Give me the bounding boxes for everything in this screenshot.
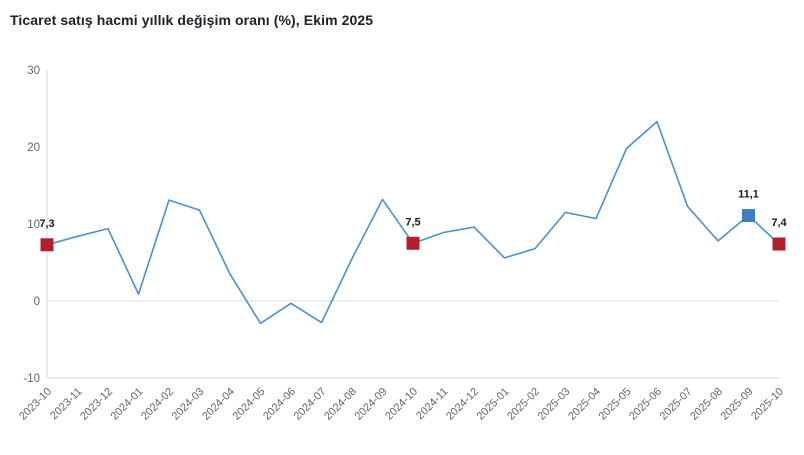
red-square-marker bbox=[772, 237, 786, 251]
x-axis-tick-label: 2025-05 bbox=[597, 386, 634, 423]
x-axis-tick-label: 2024-06 bbox=[261, 386, 298, 423]
blue-square-marker bbox=[742, 209, 755, 223]
x-axis-tick-label: 2025-03 bbox=[536, 386, 573, 423]
y-axis-tick-label: 0 bbox=[34, 296, 40, 308]
x-axis-tick-label: 2025-10 bbox=[749, 386, 786, 423]
data-point-label: 7,5 bbox=[405, 216, 420, 228]
x-axis-tick-label: 2025-01 bbox=[475, 386, 512, 423]
y-axis-tick-label: 30 bbox=[27, 65, 40, 77]
x-axis-tick-label: 2024-09 bbox=[353, 386, 390, 423]
x-axis-tick-label: 2024-01 bbox=[109, 386, 146, 423]
x-axis-tick-label: 2025-09 bbox=[719, 386, 756, 423]
red-square-marker bbox=[40, 238, 54, 252]
x-axis-tick-label: 2024-08 bbox=[322, 386, 359, 423]
data-point-label: 7,3 bbox=[39, 218, 54, 230]
x-axis-tick-label: 2024-10 bbox=[383, 386, 420, 423]
x-axis-tick-label: 2025-08 bbox=[688, 386, 725, 423]
x-axis-tick-label: 2024-12 bbox=[444, 386, 481, 423]
x-axis-tick-label: 2024-04 bbox=[200, 386, 237, 423]
x-axis-tick-label: 2024-02 bbox=[139, 386, 176, 423]
x-axis-tick-label: 2025-04 bbox=[566, 386, 603, 423]
x-axis-tick-label: 2025-06 bbox=[627, 386, 664, 423]
x-axis-tick-label: 2023-10 bbox=[17, 386, 54, 423]
chart-title: Ticaret satış hacmi yıllık değişim oranı… bbox=[10, 12, 374, 28]
data-point-label: 11,1 bbox=[738, 189, 759, 201]
x-axis-tick-label: 2024-03 bbox=[170, 386, 207, 423]
x-axis-tick-label: 2023-12 bbox=[78, 386, 115, 423]
data-point-label: 7,4 bbox=[771, 217, 787, 229]
y-axis-tick-label: 10 bbox=[27, 219, 40, 231]
x-axis-tick-label: 2024-05 bbox=[231, 386, 268, 423]
red-square-marker bbox=[406, 236, 420, 250]
x-axis-tick-label: 2024-07 bbox=[292, 386, 329, 423]
y-axis-tick-label: -10 bbox=[23, 373, 40, 385]
x-axis-tick-label: 2025-02 bbox=[505, 386, 542, 423]
x-axis-tick-label: 2025-07 bbox=[658, 386, 695, 423]
y-axis-tick-label: 20 bbox=[27, 142, 40, 154]
